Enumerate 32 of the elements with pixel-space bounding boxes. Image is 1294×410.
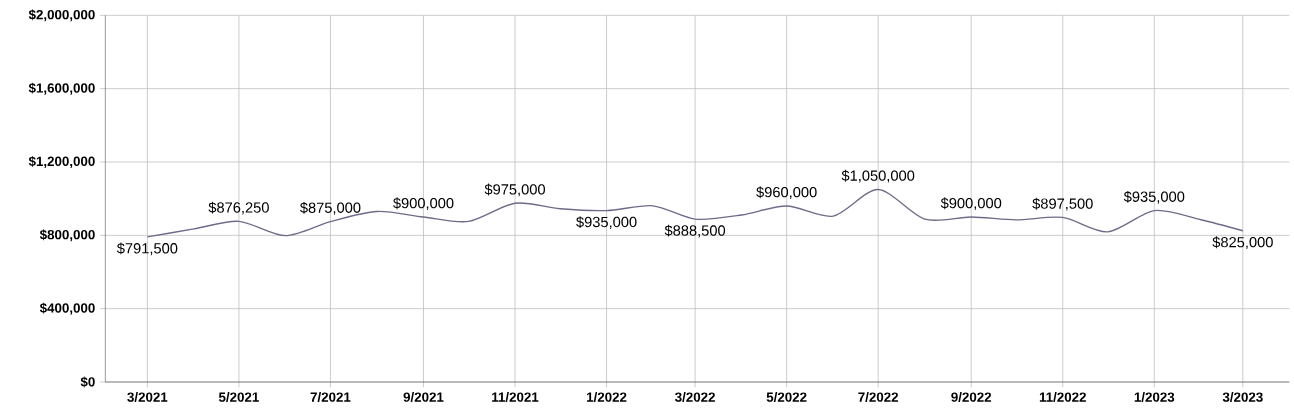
x-tick-label: 3/2022 [675, 392, 715, 402]
data-label: $825,000 [1212, 236, 1273, 250]
data-label: $960,000 [756, 186, 817, 200]
x-tick-label: 7/2022 [858, 392, 899, 402]
data-label: $1,050,000 [841, 169, 915, 183]
y-tick-label: $2,000,000 [28, 9, 95, 22]
data-label: $791,500 [116, 242, 178, 256]
y-tick-label: $0 [80, 376, 95, 388]
x-tick-label: 9/2021 [403, 392, 444, 402]
data-label: $875,000 [300, 201, 361, 215]
data-label: $876,250 [208, 201, 269, 215]
x-tick-label: 5/2021 [218, 392, 259, 402]
x-tick-label: 3/2021 [127, 392, 168, 402]
data-label: $975,000 [484, 183, 545, 197]
data-label: $900,000 [940, 197, 1002, 211]
data-label: $935,000 [1123, 190, 1185, 204]
data-label: $897,500 [1032, 197, 1093, 211]
data-label: $900,000 [393, 197, 454, 211]
x-tick-label: 3/2023 [1222, 392, 1263, 402]
x-tick-label: 1/2023 [1134, 392, 1175, 402]
data-label: $888,500 [664, 224, 726, 238]
x-tick-label: 11/2022 [1039, 392, 1086, 402]
x-tick-label: 11/2021 [492, 392, 539, 402]
x-tick-label: 9/2022 [951, 392, 992, 402]
y-tick-label: $1,600,000 [28, 82, 95, 95]
x-tick-label: 1/2022 [587, 392, 627, 402]
y-tick-label: $400,000 [39, 302, 95, 315]
x-tick-label: 5/2022 [766, 392, 807, 402]
y-tick-label: $1,200,000 [28, 156, 95, 168]
y-tick-label: $800,000 [39, 229, 95, 242]
data-label: $935,000 [576, 216, 637, 229]
x-tick-label: 7/2021 [310, 392, 351, 402]
